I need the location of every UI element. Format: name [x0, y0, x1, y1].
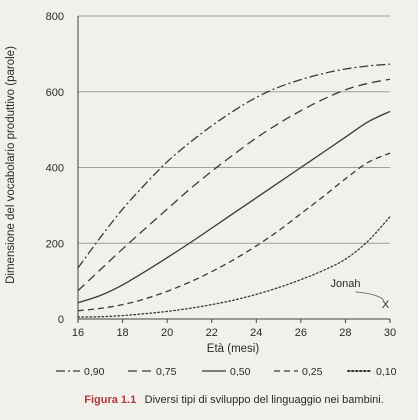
annotation-label: Jonah [331, 278, 361, 290]
x-tick-label: 26 [295, 327, 307, 339]
legend-label: 0,50 [230, 366, 251, 378]
legend-label: 0,25 [302, 366, 323, 378]
x-tick-label: 20 [161, 327, 173, 339]
series-layer [77, 63, 391, 318]
legend-layer: 0,90 0,75 0,50 0,25 0,10 [56, 366, 397, 378]
x-tick-label: 30 [384, 327, 396, 339]
annotation-layer: Jonah X [331, 278, 390, 311]
y-tick-label: 800 [46, 11, 64, 23]
svg-text:Figura 1.1 Diversi tip: Figura 1.1 Diversi tipi di sviluppo del … [84, 390, 384, 407]
x-tick-label: 28 [339, 327, 351, 339]
y-tick-label: 600 [46, 87, 64, 99]
y-axis-label: Dimensione del vocabolario produttivo (p… [5, 46, 17, 284]
x-axis-label: Età (mesi) [207, 343, 260, 355]
series-line-0-25 [77, 152, 391, 312]
y-tick-label: 400 [46, 163, 64, 175]
legend-label: 0,10 [376, 366, 397, 378]
caption-text: Diversi tipi di sviluppo del linguaggio … [145, 394, 384, 406]
caption-label: Figura 1.1 [84, 394, 136, 406]
figure-caption: Figura 1.1 Diversi tipi di sviluppo del … [84, 390, 384, 407]
y-tick-label: 200 [46, 238, 64, 250]
x-tick-label: 24 [250, 327, 262, 339]
grid-layer [78, 15, 390, 320]
series-line-0-75 [77, 78, 391, 292]
series-line-0-90 [77, 63, 391, 269]
legend-label: 0,75 [156, 366, 177, 378]
x-tick-label: 16 [72, 327, 84, 339]
legend-label: 0,90 [84, 366, 105, 378]
x-tick-label: 18 [116, 327, 128, 339]
series-line-0-10 [77, 216, 391, 318]
x-tick-label: 22 [206, 327, 218, 339]
y-tick-label: 0 [58, 314, 64, 326]
series-line-0-50 [77, 110, 391, 304]
axis-layer: 0 200 400 600 800 16 18 20 22 24 26 28 30 [46, 11, 396, 339]
annotation-marker: X [382, 299, 390, 311]
annotation-connector [355, 291, 384, 301]
